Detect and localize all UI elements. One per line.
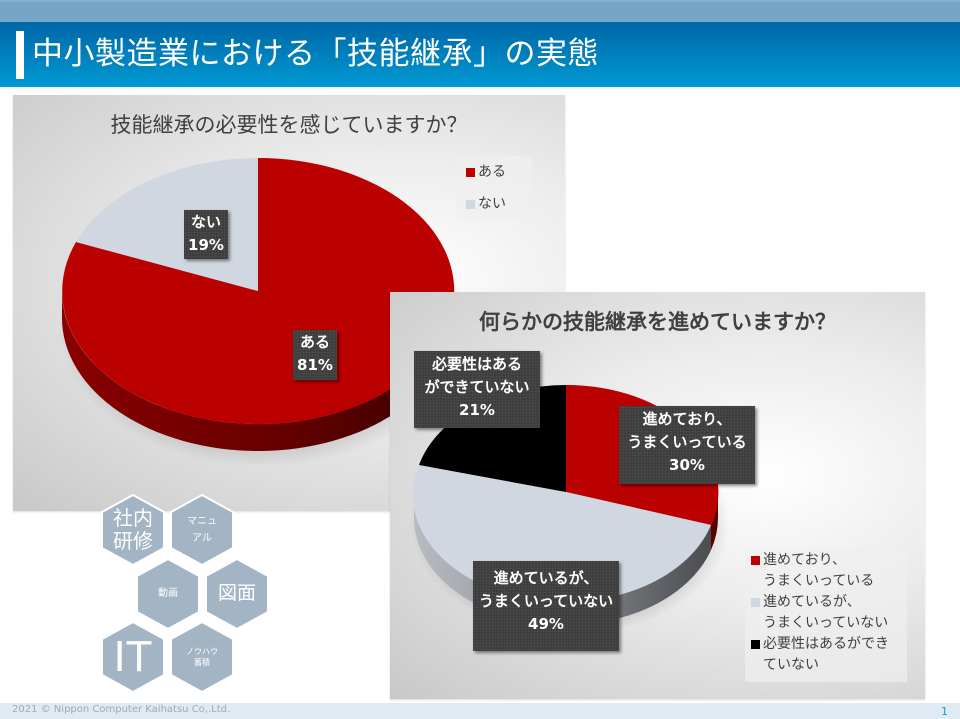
legend: ある ない [457, 156, 532, 221]
pie-slice-aru [62, 157, 455, 424]
pie-chart-necessity [58, 157, 468, 467]
hex-video: 動画 [135, 557, 201, 631]
footer: 2021 © Nippon Computer Kaihatsu Co,.Ltd.… [0, 703, 960, 719]
data-label-nai: ない 19% [184, 210, 228, 259]
hex-knowhow: ノウハウ 蓄積 [169, 620, 235, 694]
pie-rim-aru [62, 291, 454, 451]
legend-swatch-gray [466, 199, 475, 209]
hex-in-house-training: 社内 研修 [100, 493, 166, 567]
data-label-not-started: 必要性はある ができていない 21% [414, 351, 540, 428]
legend-item-aru: ある [457, 156, 532, 188]
legend-swatch-gray [751, 597, 760, 607]
title-accent-bar [16, 31, 24, 79]
copyright: 2021 © Nippon Computer Kaihatsu Co,.Ltd. [12, 704, 231, 715]
page-number: 1 [941, 705, 948, 718]
chart-progress: 何らかの技能継承を進めていますか？ 必要性はある ができていない 21% 進めて… [390, 292, 925, 699]
chart-necessity: 技能継承の必要性を感じていますか？ ない 19% ある 81% ある ない [13, 95, 565, 511]
legend-item-nai: ない [457, 188, 532, 220]
legend-item-going-well: 進めており、 うまくいっている [745, 548, 907, 592]
pie-rim-red [711, 492, 719, 550]
page-title: 中小製造業における「技能継承」の実態 [32, 36, 599, 72]
data-label-going-well: 進めており、 うまくいっている 30% [619, 406, 755, 484]
hex-manual: マニュ アル [169, 493, 235, 567]
title-band: 中小製造業における「技能継承」の実態 [0, 22, 960, 87]
data-label-aru: ある 81% [293, 330, 337, 380]
legend-item-not-started: 必要性はあるができ ていない [745, 634, 907, 676]
chart-title: 何らかの技能継承を進めていますか？ [479, 310, 836, 334]
legend-swatch-red [751, 555, 760, 565]
method-hexagons: 社内 研修 マニュ アル 動画 図面 IT ノウハウ 蓄積 [95, 490, 280, 700]
hex-it: IT [100, 620, 166, 694]
legend: 進めており、 うまくいっている 進めているが、 うまくいっていない 必要性はある… [745, 548, 907, 682]
legend-item-not-going-well: 進めているが、 うまくいっていない [745, 592, 907, 634]
top-accent-strip [0, 0, 960, 22]
legend-swatch-red [466, 167, 475, 177]
hex-drawings: 図面 [204, 557, 270, 631]
legend-swatch-black [751, 639, 760, 649]
data-label-not-going-well: 進めているが、 うまくいっていない 49% [473, 561, 619, 651]
chart-title: 技能継承の必要性を感じていますか？ [110, 113, 468, 137]
